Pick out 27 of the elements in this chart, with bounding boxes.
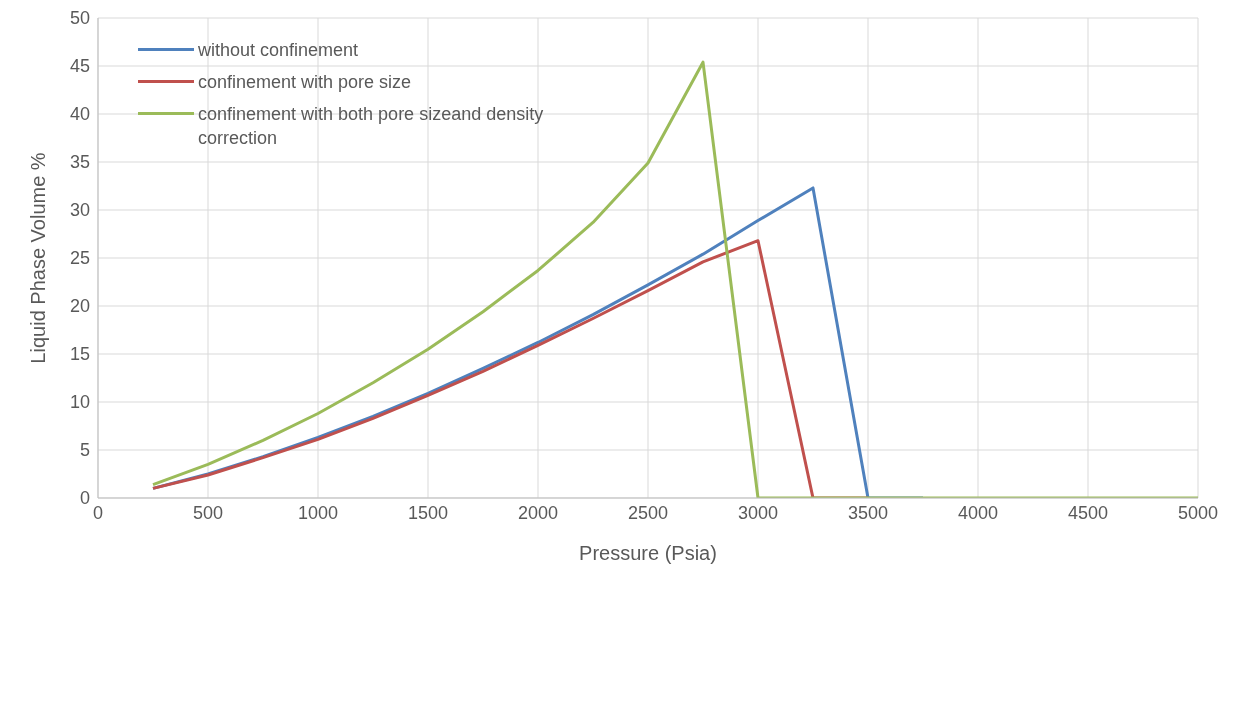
y-tick-label: 50 bbox=[69, 8, 90, 29]
x-tick-label: 4500 bbox=[1067, 502, 1109, 523]
x-tick-label: 3000 bbox=[737, 502, 779, 523]
x-tick-label: 2500 bbox=[627, 502, 669, 523]
y-tick-label: 15 bbox=[69, 344, 90, 365]
legend-label: without confinement bbox=[198, 39, 359, 62]
x-tick-label: 1000 bbox=[297, 502, 339, 523]
y-tick-label: 10 bbox=[69, 392, 90, 413]
y-axis-title: Liquid Phase Volume % bbox=[27, 152, 50, 364]
y-tick-label: 0 bbox=[79, 488, 90, 509]
y-tick-label: 35 bbox=[69, 152, 90, 173]
legend-label: confinement with both pore sizeand density correction bbox=[198, 103, 545, 150]
x-tick-label: 4000 bbox=[957, 502, 999, 523]
x-tick-label: 0 bbox=[92, 502, 104, 523]
legend-label: confinement with pore size bbox=[198, 71, 412, 94]
x-tick-label: 500 bbox=[192, 502, 224, 523]
x-tick-label: 5000 bbox=[1177, 502, 1219, 523]
y-tick-label: 5 bbox=[79, 440, 90, 461]
y-tick-label: 25 bbox=[69, 248, 90, 269]
y-tick-label: 45 bbox=[69, 56, 90, 77]
y-tick-label: 40 bbox=[69, 104, 90, 125]
y-tick-label: 30 bbox=[69, 200, 90, 221]
y-tick-label: 20 bbox=[69, 296, 90, 317]
x-tick-label: 2000 bbox=[517, 502, 559, 523]
x-tick-label: 3500 bbox=[847, 502, 889, 523]
x-axis-title: Pressure (Psia) bbox=[579, 542, 717, 564]
x-tick-label: 1500 bbox=[407, 502, 449, 523]
